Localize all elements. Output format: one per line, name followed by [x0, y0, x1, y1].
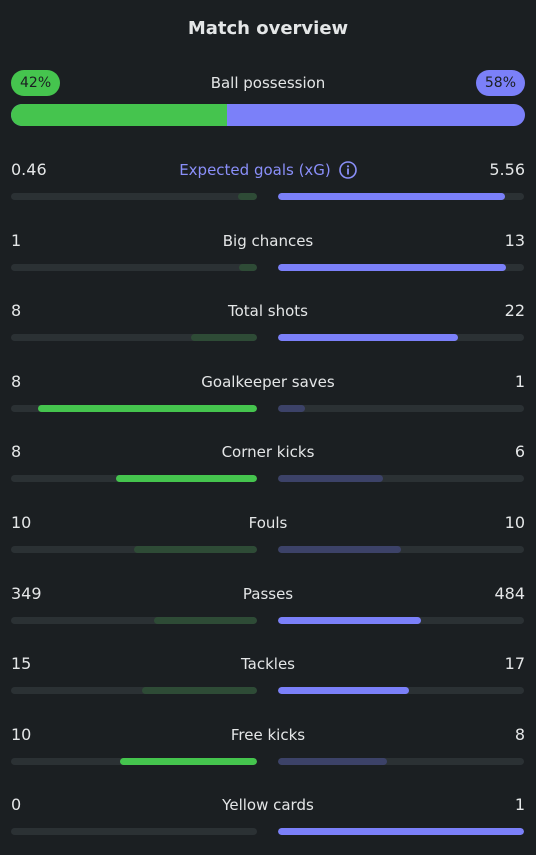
- away-value: 1: [514, 795, 525, 815]
- home-bar: [239, 263, 257, 271]
- stat-label-text: Fouls: [248, 514, 288, 532]
- home-possession-bar: [11, 104, 227, 126]
- home-track: [11, 404, 257, 412]
- away-value: 484: [494, 583, 525, 603]
- away-value: 17: [504, 654, 525, 674]
- home-track: [11, 263, 257, 271]
- away-bar: [278, 193, 506, 200]
- home-bar: [153, 616, 257, 624]
- stat-label-text: Tackles: [240, 655, 296, 674]
- away-track: [278, 687, 524, 695]
- away-bar: [278, 616, 421, 624]
- away-value: 22: [504, 301, 525, 321]
- possession-bar: [11, 104, 525, 126]
- home-track: [11, 334, 257, 342]
- home-value: 8: [11, 442, 22, 462]
- home-bar: [134, 546, 257, 553]
- possession-label: Ball possession: [210, 74, 326, 92]
- stat-label-text: Corner kicks: [221, 443, 315, 462]
- stat-label: Big chances: [0, 231, 536, 251]
- stat-label-text: Free kicks: [230, 725, 306, 744]
- away-value: 5.56: [489, 160, 525, 179]
- away-track: [278, 475, 524, 483]
- home-track: [11, 193, 257, 200]
- away-bar: [278, 687, 409, 695]
- stat-label-text: Expected goals (xG): [179, 161, 331, 179]
- home-track: [11, 546, 257, 553]
- away-track: [278, 334, 524, 342]
- away-track: [278, 193, 524, 200]
- stat-label: Corner kicks: [0, 442, 536, 462]
- home-value: 0: [11, 795, 22, 815]
- away-track: [278, 263, 524, 271]
- stat-label-text: Goalkeeper saves: [201, 372, 335, 391]
- away-track: [278, 546, 524, 553]
- away-track: [278, 404, 524, 412]
- home-bar: [141, 687, 257, 695]
- info-icon[interactable]: [338, 161, 357, 179]
- stat-label-text: Yellow cards: [222, 796, 314, 815]
- home-value: 0.46: [11, 160, 47, 179]
- stat-label: Passes: [0, 584, 536, 604]
- home-bar: [120, 757, 257, 765]
- away-value: 1: [514, 371, 525, 391]
- stat-label: Expected goals (xG): [0, 160, 536, 180]
- away-bar: [278, 475, 384, 483]
- away-bar: [278, 404, 306, 412]
- home-track: [11, 828, 257, 836]
- stat-label: Free kicks: [0, 725, 536, 745]
- home-value: 1: [11, 230, 22, 250]
- away-track: [278, 828, 524, 836]
- away-value: 8: [514, 724, 525, 744]
- away-bar: [278, 828, 524, 836]
- away-value: 13: [504, 230, 525, 250]
- home-value: 15: [11, 654, 32, 674]
- stat-label-text: Total shots: [228, 302, 308, 321]
- home-bar: [38, 404, 257, 412]
- stat-label: Tackles: [0, 654, 536, 674]
- stat-label: Total shots: [0, 301, 536, 321]
- home-track: [11, 475, 257, 483]
- away-bar: [278, 546, 401, 553]
- title: Match overview: [187, 18, 349, 39]
- home-bar: [238, 193, 257, 200]
- stat-label-text: Big chances: [222, 231, 314, 250]
- away-bar: [278, 757, 388, 765]
- away-possession: 58%: [475, 70, 525, 96]
- away-track: [278, 616, 524, 624]
- home-value: 8: [11, 371, 22, 391]
- home-value: 10: [11, 513, 32, 532]
- home-bar: [116, 475, 257, 483]
- stat-label-text: Passes: [242, 584, 294, 603]
- home-track: [11, 757, 257, 765]
- home-value: 10: [11, 724, 32, 744]
- home-track: [11, 687, 257, 695]
- home-bar: [191, 334, 257, 342]
- home-possession: 42%: [11, 70, 61, 96]
- away-bar: [278, 334, 459, 342]
- stat-label: Goalkeeper saves: [0, 372, 536, 392]
- home-track: [11, 616, 257, 624]
- home-value: 349: [11, 583, 42, 603]
- home-value: 8: [11, 301, 22, 321]
- away-bar: [278, 263, 507, 271]
- away-value: 6: [514, 442, 525, 462]
- away-value: 10: [504, 513, 525, 532]
- away-track: [278, 757, 524, 765]
- stat-label: Yellow cards: [0, 795, 536, 815]
- stat-label: Fouls: [0, 513, 536, 533]
